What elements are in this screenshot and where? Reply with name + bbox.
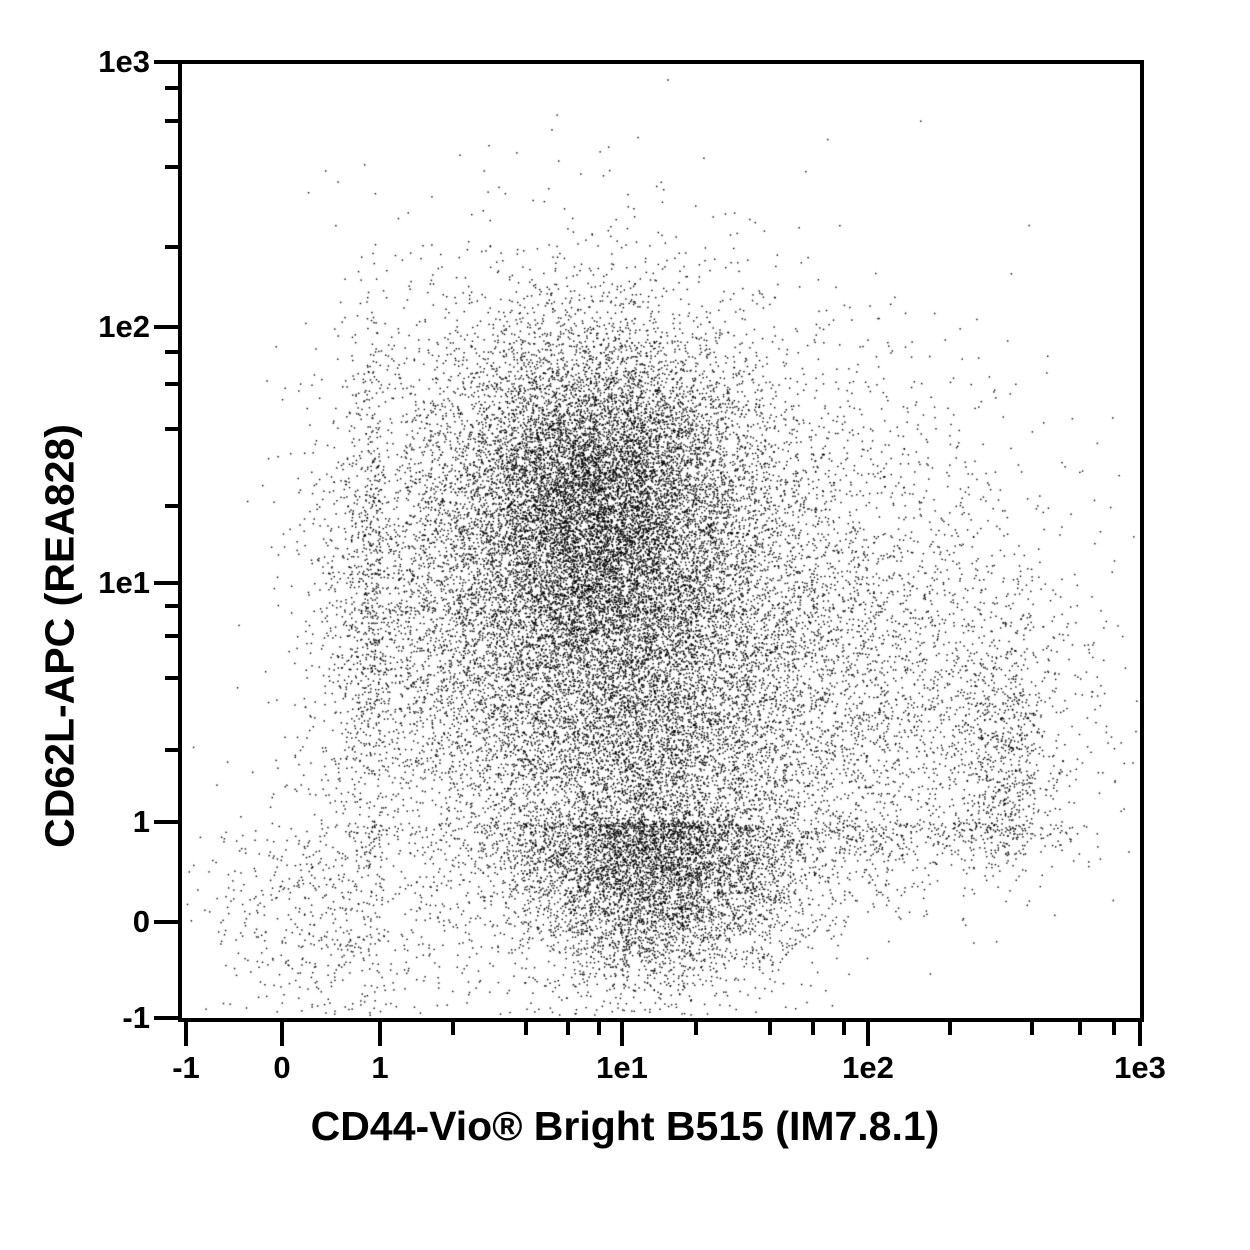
y-axis-minor-tick [165, 85, 178, 90]
x-axis-minor-tick [694, 1022, 699, 1035]
y-axis-minor-tick [165, 245, 178, 250]
x-axis-major-tick [378, 1022, 382, 1046]
y-axis-minor-tick [165, 118, 178, 123]
x-axis-major-tick [866, 1022, 870, 1046]
x-tick-label: 1 [371, 1050, 389, 1085]
y-axis-minor-tick [165, 426, 178, 431]
x-tick-label: -1 [172, 1050, 200, 1085]
y-tick-label: 1e3 [98, 44, 150, 79]
y-axis-minor-tick [165, 748, 178, 753]
y-axis-title: CD62L-APC (REA828) [36, 424, 83, 848]
y-axis-minor-tick [165, 634, 178, 639]
x-axis-major-tick [280, 1022, 284, 1046]
y-axis-minor-tick [165, 349, 178, 354]
x-axis-minor-tick [596, 1022, 601, 1035]
y-axis-minor-tick [165, 503, 178, 508]
y-tick-label: 1 [132, 804, 150, 839]
y-axis-major-tick [154, 820, 178, 824]
y-axis-major-tick [154, 920, 178, 924]
x-axis-minor-tick [768, 1022, 773, 1035]
y-axis-minor-tick [165, 676, 178, 681]
x-axis-minor-tick [1029, 1022, 1034, 1035]
x-axis-major-tick [184, 1022, 188, 1046]
x-axis-minor-tick [1111, 1022, 1116, 1035]
y-axis-minor-tick [165, 381, 178, 386]
x-axis-minor-tick [566, 1022, 571, 1035]
x-axis-title: CD44-Vio® Bright B515 (IM7.8.1) [310, 1103, 940, 1149]
x-axis-minor-tick [811, 1022, 816, 1035]
x-tick-label: 0 [273, 1050, 291, 1085]
x-axis-minor-tick [450, 1022, 455, 1035]
x-axis-major-tick [620, 1022, 624, 1046]
y-axis-major-tick [154, 581, 178, 585]
x-axis-major-tick [1138, 1022, 1142, 1046]
x-tick-label: 1e3 [1114, 1050, 1166, 1085]
x-axis-minor-tick [842, 1022, 847, 1035]
plot-frame [178, 60, 1144, 1022]
x-axis-minor-tick [947, 1022, 952, 1035]
y-axis-minor-tick [165, 165, 178, 170]
y-axis-major-tick [154, 325, 178, 329]
y-tick-label: 1e2 [98, 309, 150, 344]
y-tick-label: 0 [132, 904, 150, 939]
y-tick-label: -1 [122, 1000, 150, 1035]
y-axis-minor-tick [165, 604, 178, 609]
x-axis-minor-tick [1077, 1022, 1082, 1035]
x-tick-label: 1e2 [842, 1050, 894, 1085]
y-tick-label: 1e1 [98, 565, 150, 600]
y-axis-major-tick [154, 60, 178, 64]
x-tick-label: 1e1 [596, 1050, 648, 1085]
x-axis-minor-tick [523, 1022, 528, 1035]
y-axis-major-tick [154, 1016, 178, 1020]
